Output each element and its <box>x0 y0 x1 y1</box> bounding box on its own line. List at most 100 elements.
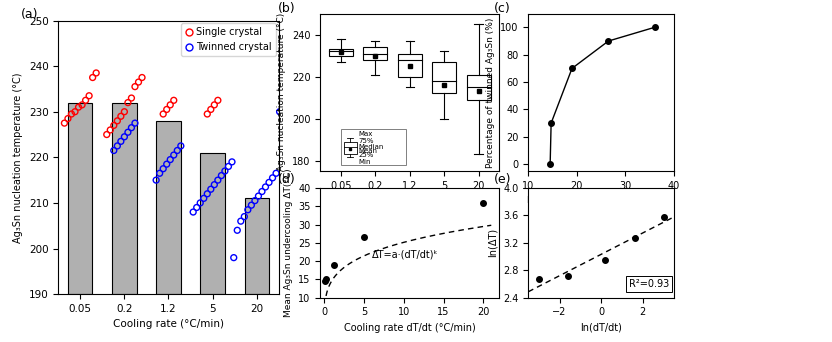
Point <box>204 107 217 112</box>
Point <box>68 109 82 115</box>
Point <box>167 97 181 103</box>
Point <box>125 95 138 101</box>
Point <box>128 120 141 126</box>
Y-axis label: Percentage of twinned Ag₃Sn (%): Percentage of twinned Ag₃Sn (%) <box>486 17 495 168</box>
Point <box>273 109 286 115</box>
Point <box>248 198 261 203</box>
Text: Max: Max <box>359 131 374 137</box>
Point <box>211 177 225 183</box>
Bar <box>112 103 136 294</box>
Point <box>57 120 71 126</box>
Text: (a): (a) <box>21 8 38 21</box>
Point <box>100 132 113 137</box>
Point <box>204 186 217 192</box>
Point <box>201 191 214 197</box>
Point <box>225 159 239 165</box>
Y-axis label: Mean Ag₃Sn undercooling ΔT(°C): Mean Ag₃Sn undercooling ΔT(°C) <box>284 169 293 317</box>
Point <box>65 111 78 117</box>
Point <box>62 116 75 121</box>
Point <box>156 166 170 171</box>
Point <box>190 205 203 210</box>
Point <box>160 107 173 112</box>
Legend: Single crystal, Twinned crystal: Single crystal, Twinned crystal <box>181 24 275 56</box>
Point <box>118 134 131 140</box>
Point <box>76 102 89 108</box>
Point <box>241 207 255 212</box>
Point <box>211 97 225 103</box>
Point <box>234 219 247 224</box>
Point <box>79 97 92 103</box>
Text: ΔT=a·(dT/dt)ᵏ: ΔT=a·(dT/dt)ᵏ <box>372 249 438 260</box>
Bar <box>68 103 92 294</box>
Point <box>238 214 251 219</box>
Bar <box>467 75 491 100</box>
Point <box>222 164 235 169</box>
Point <box>121 130 135 135</box>
Point <box>215 173 228 178</box>
Point <box>72 104 85 110</box>
Y-axis label: Ag₃Sn nucleation temperature (°C): Ag₃Sn nucleation temperature (°C) <box>13 72 23 242</box>
Point <box>270 171 283 176</box>
Text: Mean: Mean <box>359 148 378 154</box>
Point <box>125 125 138 130</box>
Point <box>208 102 221 108</box>
Bar <box>341 129 406 165</box>
X-axis label: Cooling rate (°C/min): Cooling rate (°C/min) <box>358 196 462 206</box>
Point <box>111 143 124 149</box>
Point <box>262 180 275 185</box>
Point <box>174 143 187 149</box>
Text: Min: Min <box>359 159 371 165</box>
Text: (c): (c) <box>493 2 510 15</box>
X-axis label: Cooling rate dT/dt (°C/min): Cooling rate dT/dt (°C/min) <box>344 323 476 333</box>
Point <box>197 196 210 201</box>
Point <box>150 177 163 183</box>
Point <box>82 93 96 98</box>
Y-axis label: Ag₃Sn nucleation temperature (°C): Ag₃Sn nucleation temperature (°C) <box>277 13 286 171</box>
Point <box>266 175 280 181</box>
X-axis label: ln(dT/dt): ln(dT/dt) <box>580 323 622 333</box>
Point <box>114 114 127 119</box>
Point <box>136 75 149 80</box>
Point <box>167 152 181 158</box>
Point <box>171 148 184 153</box>
Text: 75%: 75% <box>359 137 374 144</box>
Point <box>186 209 200 215</box>
Point <box>259 184 272 190</box>
Bar <box>329 49 353 56</box>
Text: (d): (d) <box>277 173 295 186</box>
Point <box>160 161 173 167</box>
Point <box>156 111 170 117</box>
Point <box>164 102 177 108</box>
Bar <box>245 198 269 294</box>
Text: 25%: 25% <box>359 152 374 158</box>
Point <box>128 84 141 89</box>
Bar <box>398 54 422 77</box>
Bar <box>364 47 388 60</box>
X-axis label: Cooling rate (°C/min): Cooling rate (°C/min) <box>113 319 224 329</box>
Point <box>164 157 177 162</box>
Point <box>86 75 99 80</box>
X-axis label: Mean Ag₃Sn undercooling ΔT(°C): Mean Ag₃Sn undercooling ΔT(°C) <box>527 196 676 205</box>
Point <box>118 109 131 115</box>
Point <box>121 100 135 105</box>
Point <box>245 202 258 208</box>
Point <box>252 193 265 199</box>
Text: (b): (b) <box>277 2 295 15</box>
Text: R²=0.93: R²=0.93 <box>629 279 670 289</box>
Point <box>218 168 231 174</box>
Point <box>153 171 166 176</box>
Y-axis label: ln(ΔT): ln(ΔT) <box>488 228 498 258</box>
Text: Median: Median <box>359 144 384 150</box>
Point <box>208 182 221 187</box>
Point <box>201 111 214 117</box>
Bar <box>432 62 456 93</box>
Point <box>114 139 127 144</box>
Bar <box>344 142 357 154</box>
Point <box>227 255 240 260</box>
Point <box>131 79 145 85</box>
Point <box>104 127 117 133</box>
Bar <box>201 153 225 294</box>
Bar <box>156 121 181 294</box>
Point <box>194 200 207 206</box>
Text: (e): (e) <box>493 173 511 186</box>
